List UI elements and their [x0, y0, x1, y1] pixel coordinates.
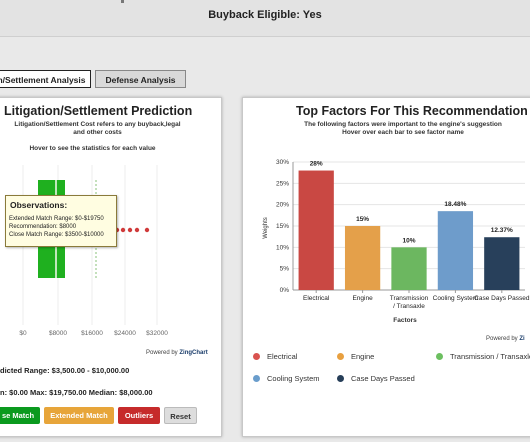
box-plot-chart: $0 $8000 $16000 $24000 $32000	[19, 165, 168, 337]
buyback-status: Buyback Eligible: Yes	[208, 9, 322, 21]
legend-dot	[337, 375, 344, 382]
right-panel-title: Top Factors For This Recommendation	[296, 104, 528, 118]
min-max-median: n: $0.00 Max: $19,750.00 Median: $8,000.…	[0, 388, 153, 397]
x-category-label: Engine	[352, 295, 373, 302]
bar-case-days-passed[interactable]	[484, 237, 520, 290]
bar-cooling-system[interactable]	[437, 211, 474, 290]
chart-bars	[298, 170, 520, 290]
x-category-label: / Transaxle	[393, 303, 425, 310]
legend-item-electrical[interactable]: Electrical	[253, 352, 297, 361]
left-powered-by: Powered by ZingChart	[146, 350, 208, 356]
x-tick-label: $8000	[49, 330, 67, 337]
bar-transmission-transaxle[interactable]	[391, 247, 427, 290]
legend-item-cooling-system[interactable]: Cooling System	[253, 374, 320, 383]
legend-dot	[253, 375, 260, 382]
legend-item-case-days-passed[interactable]: Case Days Passed	[337, 374, 415, 383]
x-tick-label: $24000	[114, 330, 136, 337]
x-tick-label: $32000	[146, 330, 168, 337]
chart-x-axis: Electrical Engine Transmission/ Transaxle C…	[303, 290, 530, 310]
outliers-button[interactable]: Outliers	[118, 407, 160, 424]
y-tick-label: 15%	[276, 223, 289, 230]
x-category-label: Electrical	[303, 295, 330, 302]
powered-by-text: Powered by	[486, 336, 518, 342]
outlier-point[interactable]	[120, 227, 126, 233]
litigation-prediction-panel	[0, 97, 222, 437]
bar-data-label: 10%	[402, 237, 415, 244]
predicted-range: dicted Range: $3,500.00 - $10,000.00	[0, 366, 130, 375]
y-axis-label: Weights	[263, 217, 269, 239]
outlier-point[interactable]	[134, 227, 140, 233]
left-panel-title: Litigation/Settlement Prediction	[4, 104, 193, 118]
chart-data-labels: 28% 15% 10% 18.48% 12.37%	[310, 161, 513, 245]
y-tick-label: 10%	[276, 244, 289, 251]
legend-dot	[253, 353, 260, 360]
legend-item-engine[interactable]: Engine	[337, 352, 374, 361]
legend-dot	[436, 353, 443, 360]
chart-y-axis: 0% 5% 10% 15% 20% 25% 30%	[276, 159, 289, 294]
box-plot-x-axis: $0 $8000 $16000 $24000 $32000	[19, 330, 168, 337]
right-powered-by: Powered by Zi	[486, 336, 525, 342]
tooltip-recommendation: Recommendation: $8000	[9, 224, 77, 230]
extended-match-button[interactable]: Extended Match	[44, 407, 114, 424]
left-panel-subtitle-1: Litigation/Settlement Cost refers to any…	[14, 121, 181, 128]
bar-electrical[interactable]	[298, 170, 334, 290]
x-category-label: Case Days Passed	[474, 295, 530, 302]
bar-data-label: 15%	[356, 216, 369, 223]
bar-data-label: 28%	[310, 161, 323, 168]
bar-engine[interactable]	[344, 226, 381, 290]
legend-label: Cooling System	[267, 374, 320, 383]
zingchart-brand: ZingChart	[179, 350, 208, 356]
tab-defense-analysis[interactable]: Defense Analysis	[95, 70, 186, 88]
zingchart-brand: Zi	[519, 336, 525, 342]
x-axis-label: Factors	[393, 317, 417, 324]
legend-label: Transmission / Transaxle	[450, 352, 530, 361]
y-tick-label: 0%	[280, 287, 290, 294]
header-tick	[121, 0, 124, 3]
y-tick-label: 5%	[280, 266, 290, 273]
legend-label: Case Days Passed	[351, 374, 415, 383]
right-panel-subtitle-1: The following factors were important to …	[304, 121, 502, 128]
top-factors-panel	[242, 97, 530, 437]
powered-by-text: Powered by	[146, 350, 178, 356]
y-tick-label: 30%	[276, 159, 289, 166]
tooltip-title: Observations:	[10, 200, 68, 210]
left-panel-hover-note: Hover to see the statistics for each val…	[29, 145, 156, 152]
left-panel-subtitle-2: and other costs	[73, 129, 122, 136]
x-tick-label: $16000	[81, 330, 103, 337]
x-tick-label: $0	[19, 330, 27, 337]
tooltip-close-range: Close Match Range: $3500-$10000	[9, 232, 104, 238]
outlier-points[interactable]	[107, 227, 150, 233]
tooltip-extended-range: Extended Match Range: $0-$19750	[9, 216, 104, 222]
legend-label: Engine	[351, 352, 375, 361]
top-factors-chart: 0% 5% 10% 15% 20% 25% 30% 28% 15% 10% 18.48% 12.37…	[263, 159, 530, 324]
right-panel-subtitle-2: Hover over each bar to see factor name	[342, 129, 464, 136]
legend-item-transmission[interactable]: Transmission / Transaxle	[436, 352, 530, 361]
observations-tooltip: Observations: Extended Match Range: $0-$…	[5, 195, 117, 247]
x-category-label: Cooling System	[433, 295, 479, 302]
x-category-label: Transmission	[390, 295, 429, 302]
tab-litigation-settlement-analysis[interactable]: n/Settlement Analysis	[0, 70, 91, 88]
bar-data-label: 12.37%	[491, 227, 513, 234]
legend-dot	[337, 353, 344, 360]
outlier-point[interactable]	[127, 227, 133, 233]
outlier-point[interactable]	[144, 227, 150, 233]
reset-button[interactable]: Reset	[164, 407, 197, 424]
y-tick-label: 25%	[276, 180, 289, 187]
y-tick-label: 20%	[276, 202, 289, 209]
bar-data-label: 18.48%	[444, 201, 466, 208]
legend-label: Electrical	[267, 352, 298, 361]
close-match-button[interactable]: se Match	[0, 407, 40, 424]
header-bar	[0, 0, 530, 37]
